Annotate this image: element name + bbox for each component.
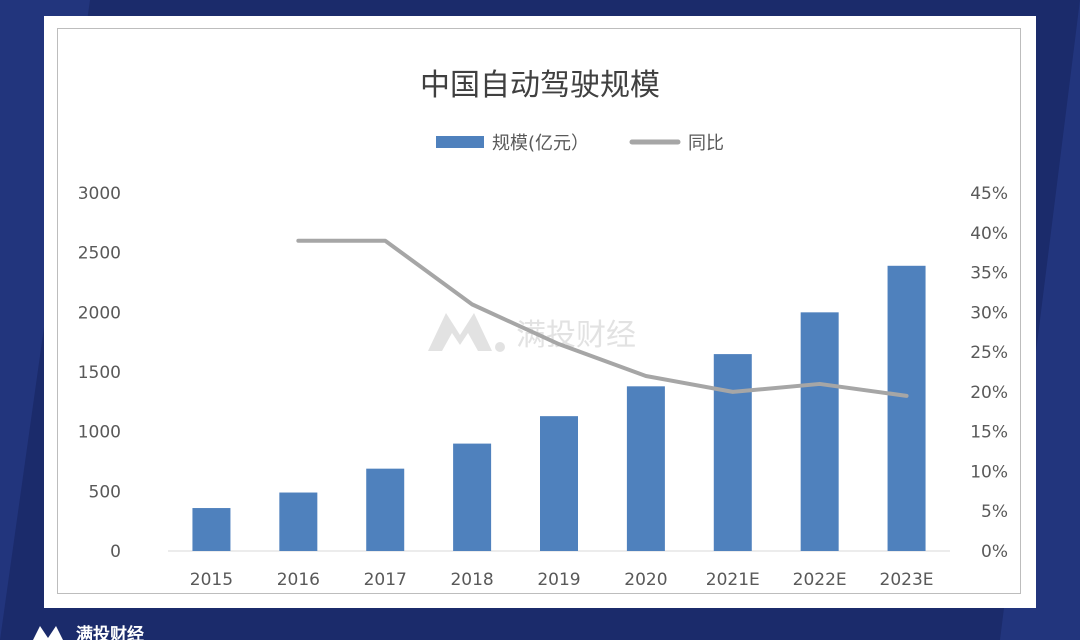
yoy-point-2019 [558,343,560,346]
y-right-tick-label: 30% [970,303,1008,323]
y-left-tick-label: 1500 [78,363,121,383]
y-right-tick-label: 35% [970,264,1008,284]
brand-name: 满投财经 [76,625,144,640]
watermark-dot-icon [495,342,505,352]
y-right-tick-label: 0% [981,542,1008,562]
y-right-tick-label: 40% [970,224,1008,244]
x-tick-label: 2017 [364,570,407,590]
mountain-logo-icon [33,626,63,640]
x-tick-label: 2018 [450,570,493,590]
y-left-tick-label: 2000 [78,303,121,323]
legend-bar-swatch [436,136,484,148]
footer-brand: 满投财经 [30,622,144,640]
yoy-point-2023E [905,394,908,397]
legend: 规模(亿元） 同比 [436,133,724,154]
combo-chart: 中国自动驾驶规模 规模(亿元） 同比 满投财经 0 500 1000 1500 2000… [78,68,1008,590]
yoy-point-2017 [384,239,387,242]
y-axis-left: 0 500 1000 1500 2000 2500 3000 [78,184,121,562]
watermark: 满投财经 [428,313,636,353]
x-tick-label: 2022E [793,570,847,590]
yoy-point-2016 [297,239,300,242]
x-tick-label: 2020 [624,570,667,590]
y-right-tick-label: 20% [970,383,1008,403]
bar-2020 [626,386,665,551]
chart-title: 中国自动驾驶规模 [420,68,660,103]
bar-2021E [713,354,752,551]
y-right-tick-label: 15% [970,423,1008,443]
x-tick-label: 2023E [880,570,934,590]
yoy-point-2018 [471,303,474,306]
x-tick-label: 2015 [190,570,233,590]
y-left-tick-label: 2500 [78,244,121,264]
bar-2015 [192,508,231,551]
y-right-tick-label: 10% [970,462,1008,482]
chart-card: 中国自动驾驶规模 规模(亿元） 同比 满投财经 0 500 1000 1500 2000… [44,16,1036,608]
chart-frame: 中国自动驾驶规模 规模(亿元） 同比 满投财经 0 500 1000 1500 2000… [57,28,1021,594]
y-left-tick-label: 500 [89,482,121,502]
watermark-text: 满投财经 [516,318,636,353]
line-series [296,238,909,398]
legend-line-label: 同比 [688,133,724,154]
y-left-tick-label: 3000 [78,184,121,204]
y-left-tick-label: 0 [110,542,121,562]
y-right-tick-label: 5% [981,502,1008,522]
x-tick-label: 2016 [277,570,320,590]
y-left-tick-label: 1000 [78,423,121,443]
bar-2019 [540,416,578,551]
bar-2022E [800,312,839,551]
y-right-tick-label: 25% [970,343,1008,363]
yoy-line [296,238,909,398]
bar-2016 [279,492,318,551]
x-axis: 2015 2016 2017 2018 2019 2020 2021E 2022E 2023E [190,570,934,590]
yoy-point-2021E [731,390,734,393]
legend-bar-label: 规模(亿元） [492,133,589,154]
bar-series [192,265,926,551]
bar-2017 [366,468,405,551]
x-tick-label: 2021E [706,570,760,590]
x-tick-label: 2019 [537,570,580,590]
bar-2018 [453,443,492,551]
yoy-point-2020 [644,374,647,377]
bar-2023E [887,265,926,551]
y-right-tick-label: 45% [970,184,1008,204]
yoy-point-2022E [818,382,821,385]
watermark-logo-icon [428,313,492,351]
y-axis-right: 0% 5% 10% 15% 20% 25% 30% 35% 40% 45% [970,184,1008,562]
